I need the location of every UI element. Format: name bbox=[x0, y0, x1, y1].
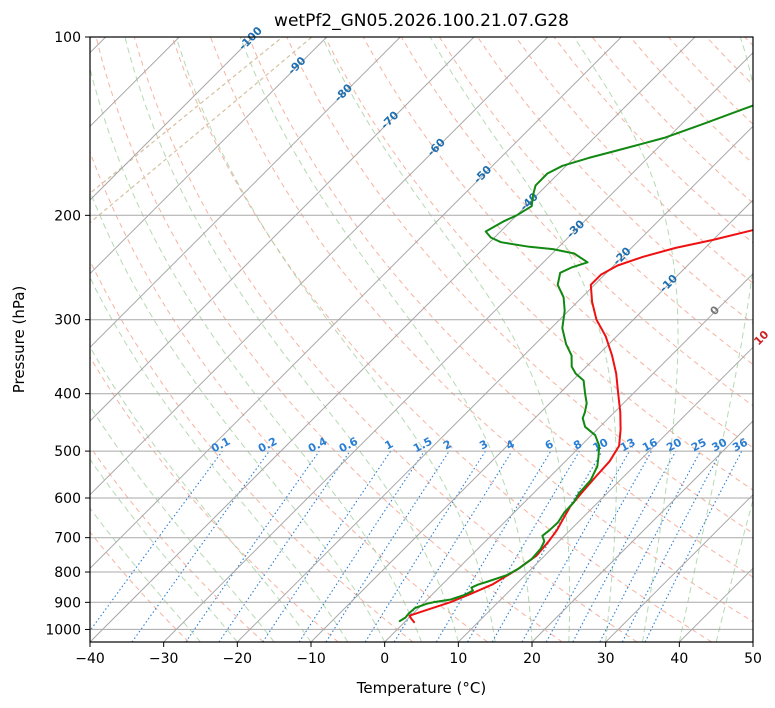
dewpoint-profile-line bbox=[398, 104, 753, 623]
mixing-ratio-line bbox=[325, 450, 450, 642]
moist-adiabat bbox=[678, 37, 753, 642]
y-tick-label: 500 bbox=[54, 444, 81, 460]
y-tick-label: 900 bbox=[54, 595, 81, 611]
profiles bbox=[398, 104, 753, 624]
x-tick-label: 40 bbox=[670, 651, 688, 667]
y-tick-label: 400 bbox=[54, 387, 81, 403]
mixing-ratio-line bbox=[572, 450, 677, 642]
x-tick-label: 0 bbox=[380, 651, 389, 667]
y-tick-label: 100 bbox=[54, 30, 81, 46]
dry-adiabat bbox=[95, 37, 563, 642]
moist-adiabat bbox=[90, 405, 275, 642]
isotherm-line bbox=[90, 37, 549, 496]
isotherm-line bbox=[310, 199, 753, 642]
x-tick-label: 50 bbox=[744, 651, 762, 667]
isotherm-line bbox=[90, 37, 475, 422]
axes: −40 −30 −20 −10 0 10 20 30 40 50 100 200 300 400 500 60… bbox=[45, 30, 762, 667]
mixing-ratio-line bbox=[262, 450, 392, 642]
isotherm-line bbox=[90, 37, 401, 349]
moist-adiabat bbox=[715, 497, 753, 642]
mixing-ratio-line bbox=[545, 450, 653, 642]
mixing-ratio-label: 36 bbox=[730, 436, 750, 455]
x-tick-label: 10 bbox=[449, 651, 467, 667]
mixing-ratio-line bbox=[218, 450, 351, 642]
mixing-ratio-line bbox=[298, 450, 425, 642]
x-tick-label: 30 bbox=[597, 651, 615, 667]
isotherm-line bbox=[605, 493, 753, 642]
moist-adiabat bbox=[90, 66, 422, 642]
isotherm-line bbox=[236, 125, 753, 642]
dry-adiabat bbox=[438, 37, 753, 366]
dry-adiabat bbox=[133, 37, 638, 642]
moist-adiabat bbox=[90, 189, 386, 642]
y-tick-label: 200 bbox=[54, 208, 81, 224]
mixing-ratio-line bbox=[521, 450, 630, 642]
background-lines bbox=[90, 37, 753, 642]
mixing-ratio-label: 10 bbox=[591, 436, 611, 455]
isotherm-line bbox=[457, 346, 753, 642]
isotherm-line bbox=[163, 51, 753, 642]
mixing-ratio-line bbox=[90, 450, 223, 632]
mixing-ratio-line bbox=[393, 450, 513, 642]
mixing-ratio-label: 13 bbox=[618, 436, 638, 455]
moist-adiabat bbox=[239, 37, 533, 642]
y-tick-label: 600 bbox=[54, 491, 81, 507]
y-tick-label: 800 bbox=[54, 565, 81, 581]
dry-adiabat bbox=[400, 37, 753, 407]
isotherm-line bbox=[384, 272, 753, 642]
mixing-ratio-label: 20 bbox=[664, 436, 684, 455]
isotherm-line bbox=[90, 37, 622, 570]
dry-adiabat bbox=[90, 445, 264, 642]
dry-adiabat bbox=[90, 356, 339, 642]
dry-adiabat bbox=[90, 150, 488, 642]
dry-adiabat bbox=[248, 37, 753, 578]
mixing-ratio-line bbox=[644, 450, 743, 642]
mixing-ratio-label: 25 bbox=[689, 436, 709, 455]
moist-adiabat bbox=[90, 458, 238, 642]
moist-adiabat bbox=[90, 276, 349, 642]
x-tick-label: −20 bbox=[223, 651, 253, 667]
y-tick-label: 300 bbox=[54, 313, 81, 329]
dry-adiabat bbox=[210, 37, 753, 623]
moist-adiabat bbox=[175, 37, 496, 642]
y-tick-label: 1000 bbox=[45, 622, 81, 638]
chart-title: wetPf2_GN05.2026.100.21.07.G28 bbox=[274, 11, 569, 31]
dry-adiabat bbox=[515, 37, 753, 284]
isotherm-line bbox=[90, 37, 696, 642]
dry-adiabat bbox=[171, 37, 712, 642]
dry-adiabat bbox=[90, 531, 190, 642]
x-tick-label: −10 bbox=[296, 651, 326, 667]
x-axis-title: Temperature (°C) bbox=[356, 679, 486, 697]
plot-frame bbox=[89, 36, 754, 643]
x-tick-label: 20 bbox=[523, 651, 541, 667]
moist-adiabat bbox=[321, 37, 571, 642]
mixing-ratio-line bbox=[185, 450, 320, 642]
moist-adiabat bbox=[429, 37, 617, 642]
mixing-ratio-label: 30 bbox=[710, 436, 730, 455]
x-tick-label: −30 bbox=[149, 651, 179, 667]
mixing-ratio-line bbox=[131, 450, 270, 642]
isotherm-line bbox=[90, 37, 328, 275]
isotherm-line bbox=[531, 420, 753, 642]
y-axis-title: Pressure (hPa) bbox=[10, 286, 28, 394]
y-tick-label: 700 bbox=[54, 531, 81, 547]
moist-adiabat bbox=[90, 507, 201, 642]
moist-adiabat bbox=[573, 37, 679, 642]
isotherm-line bbox=[90, 37, 254, 201]
x-tick-label: −40 bbox=[75, 651, 105, 667]
mixing-ratio-label: 16 bbox=[640, 436, 660, 455]
